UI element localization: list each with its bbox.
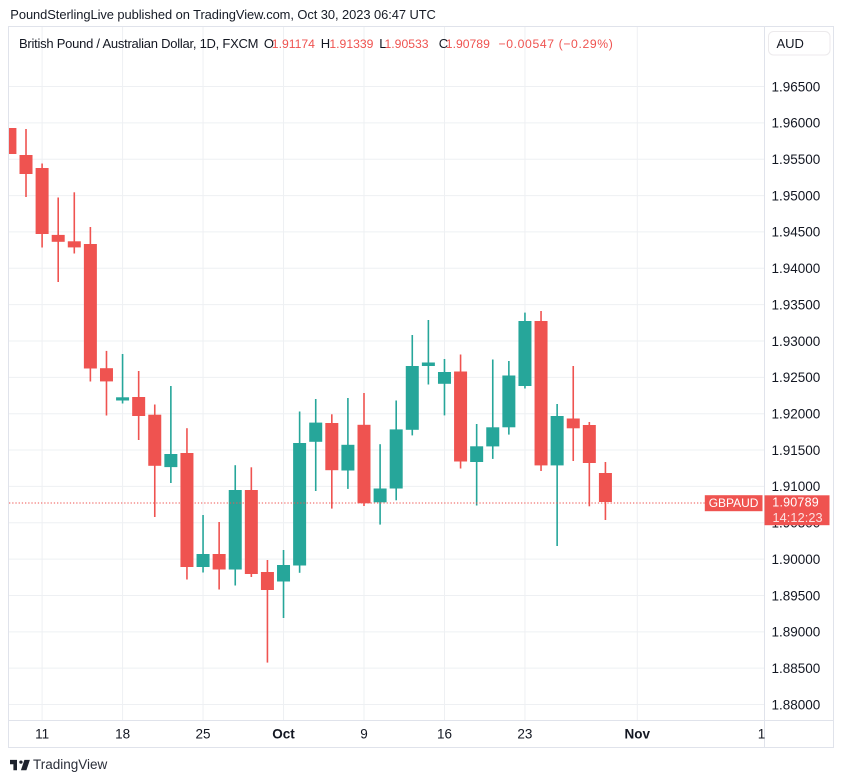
svg-text:1.88500: 1.88500	[772, 661, 821, 676]
svg-text:1.93000: 1.93000	[772, 334, 821, 349]
svg-text:Nov: Nov	[625, 727, 651, 742]
svg-text:AUD: AUD	[777, 36, 804, 51]
svg-text:1.95000: 1.95000	[772, 188, 821, 203]
svg-text:1.89000: 1.89000	[772, 625, 821, 640]
svg-text:11: 11	[35, 727, 49, 742]
svg-text:1.96000: 1.96000	[772, 116, 821, 131]
svg-text:1.90789: 1.90789	[772, 496, 819, 510]
svg-text:1: 1	[758, 727, 766, 742]
svg-text:1.95500: 1.95500	[772, 152, 821, 167]
svg-text:18: 18	[115, 727, 130, 742]
svg-text:1.90000: 1.90000	[772, 552, 821, 567]
svg-text:16: 16	[437, 727, 452, 742]
svg-text:1.94000: 1.94000	[772, 261, 821, 276]
svg-text:1.93500: 1.93500	[772, 297, 821, 312]
svg-text:23: 23	[517, 727, 532, 742]
svg-text:PoundSterlingLive published on: PoundSterlingLive published on TradingVi…	[10, 7, 436, 22]
svg-text:25: 25	[196, 727, 211, 742]
svg-text:14:12:23: 14:12:23	[773, 511, 823, 525]
svg-text:1.89500: 1.89500	[772, 588, 821, 603]
svg-text:British Pound / Australian Dol: British Pound / Australian Dollar, 1D, F…	[19, 36, 613, 51]
svg-text:Oct: Oct	[272, 727, 295, 742]
svg-text:1.92500: 1.92500	[772, 370, 821, 385]
svg-text:1.88000: 1.88000	[772, 697, 821, 712]
svg-text:1.91000: 1.91000	[772, 479, 821, 494]
svg-text:GBPAUD: GBPAUD	[709, 496, 759, 510]
svg-text:TradingView: TradingView	[33, 757, 108, 772]
svg-text:9: 9	[360, 727, 368, 742]
svg-text:1.94500: 1.94500	[772, 225, 821, 240]
svg-text:1.96500: 1.96500	[772, 79, 821, 94]
svg-text:1.91500: 1.91500	[772, 443, 821, 458]
svg-text:1.92000: 1.92000	[772, 406, 821, 421]
